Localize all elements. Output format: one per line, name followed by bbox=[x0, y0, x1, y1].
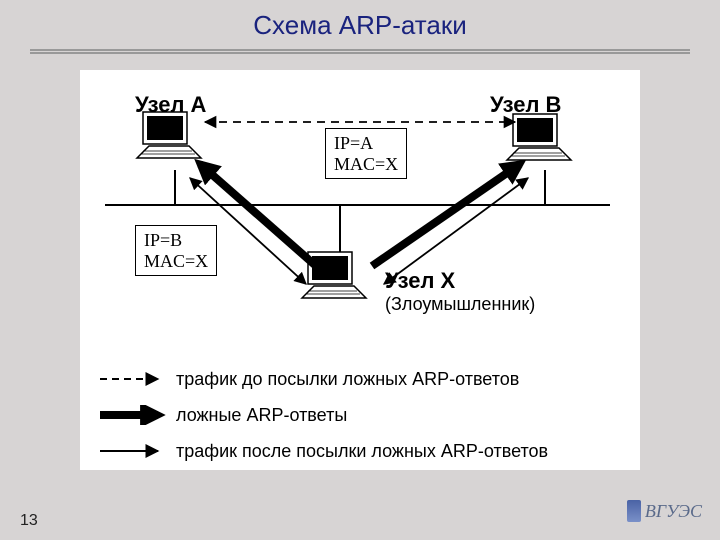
legend-text: трафик до посылки ложных ARP-ответов bbox=[176, 369, 519, 390]
arrow-thick-xa bbox=[200, 164, 316, 266]
info-box-left: IP=B MAC=X bbox=[135, 225, 217, 276]
legend-symbol bbox=[98, 369, 168, 389]
legend: трафик до посылки ложных ARP-ответов ложн… bbox=[98, 366, 548, 474]
legend-row: трафик до посылки ложных ARP-ответов bbox=[98, 366, 548, 392]
legend-row: трафик после посылки ложных ARP-ответов bbox=[98, 438, 548, 464]
info-box-right-l1: IP=A bbox=[334, 133, 398, 154]
info-box-right: IP=A MAC=X bbox=[325, 128, 407, 179]
node-x-label: Узел Х bbox=[385, 268, 455, 294]
watermark-icon bbox=[627, 500, 641, 522]
node-b-label: Узел В bbox=[490, 92, 561, 118]
page-number: 13 bbox=[20, 512, 38, 530]
legend-row: ложные ARP-ответы bbox=[98, 402, 548, 428]
divider bbox=[30, 49, 690, 54]
legend-text: трафик после посылки ложных ARP-ответов bbox=[176, 441, 548, 462]
node-x-sublabel: (Злоумышленник) bbox=[385, 294, 535, 315]
legend-symbol bbox=[98, 441, 168, 461]
diagram-canvas: Узел А Узел В Узел Х (Злоумышленник) IP=… bbox=[80, 70, 640, 470]
watermark: ВГУЭС bbox=[627, 500, 702, 522]
legend-text: ложные ARP-ответы bbox=[176, 405, 347, 426]
info-box-left-l2: MAC=X bbox=[144, 251, 208, 272]
legend-symbol bbox=[98, 405, 168, 425]
node-a-label: Узел А bbox=[135, 92, 206, 118]
node-a-icon bbox=[137, 112, 201, 158]
info-box-left-l1: IP=B bbox=[144, 230, 208, 251]
watermark-text: ВГУЭС bbox=[645, 501, 702, 522]
info-box-right-l2: MAC=X bbox=[334, 154, 398, 175]
slide-title: Схема ARP-атаки bbox=[0, 0, 720, 49]
node-b-icon bbox=[507, 114, 571, 160]
